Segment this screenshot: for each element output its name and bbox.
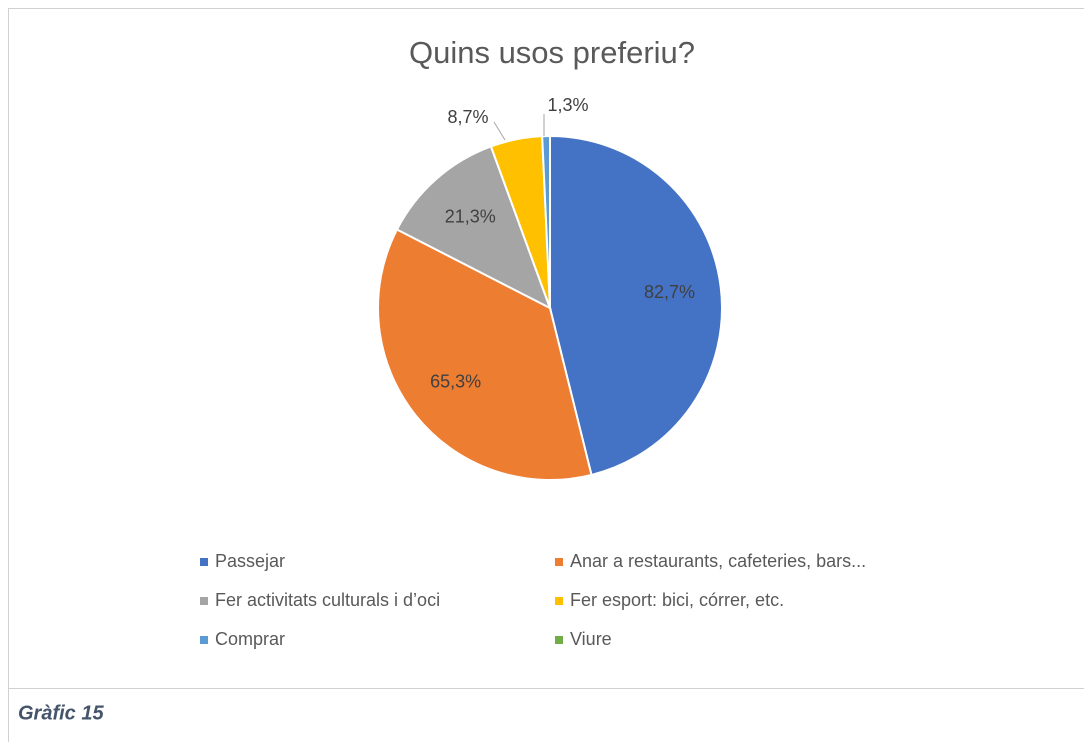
pie-slice bbox=[549, 134, 723, 477]
caption: Gràfic 15 bbox=[18, 702, 104, 724]
data-label: 65,3% bbox=[430, 372, 481, 392]
data-label: 8,7% bbox=[447, 107, 488, 127]
legend-swatch bbox=[200, 558, 208, 566]
chart-title: Quins usos preferiu? bbox=[409, 35, 695, 70]
legend-label: Viure bbox=[570, 629, 612, 649]
legend-label: Comprar bbox=[215, 629, 285, 649]
pie-slice bbox=[541, 134, 551, 309]
legend-label: Fer activitats culturals i d’oci bbox=[215, 590, 440, 610]
data-label: 1,3% bbox=[547, 95, 588, 115]
legend-label: Fer esport: bici, córrer, etc. bbox=[570, 590, 784, 610]
pie-slice bbox=[395, 145, 552, 311]
legend-swatch bbox=[200, 597, 208, 605]
pie-slice bbox=[377, 228, 593, 481]
data-label: 21,3% bbox=[445, 207, 496, 227]
leader-line bbox=[493, 121, 506, 141]
legend-swatch bbox=[555, 636, 563, 644]
legend-label: Anar a restaurants, cafeteries, bars... bbox=[570, 551, 866, 571]
data-label: 82,7% bbox=[644, 282, 695, 302]
legend-swatch bbox=[555, 597, 563, 605]
legend-label: Passejar bbox=[215, 551, 285, 571]
legend-swatch bbox=[555, 558, 563, 566]
legend-swatch bbox=[200, 636, 208, 644]
